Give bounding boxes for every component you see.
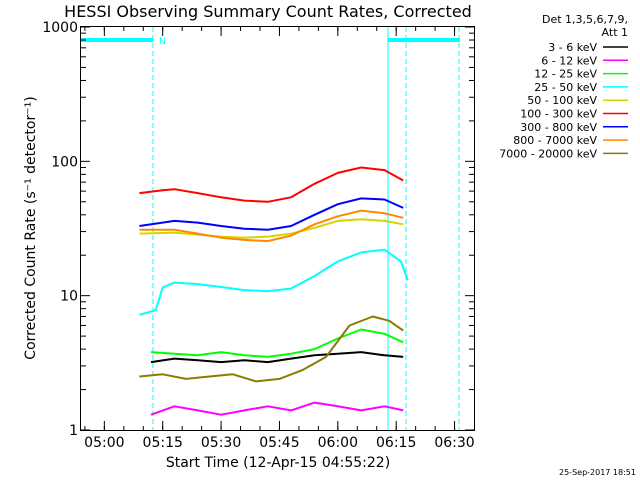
x-tick-label: 05:30 (201, 435, 241, 451)
legend-label: 800 - 7000 keV (513, 134, 597, 147)
series-line (150, 401, 404, 416)
series-line (139, 197, 404, 231)
x-axis-label: Start Time (12-Apr-15 04:55:22) (166, 455, 390, 471)
plot-frame (80, 26, 475, 431)
series-line (139, 248, 409, 316)
y-tick-label: 1 (69, 423, 78, 439)
x-tick-label: 06:00 (318, 435, 358, 451)
y-tick-label: 100 (51, 154, 78, 170)
x-tick-label: 05:00 (84, 435, 124, 451)
axes-layer: 1 10 100 1000 05:00 05:15 05:30 05:45 06:00 06:15… (42, 20, 474, 451)
series-line (139, 315, 404, 383)
legend-label: 12 - 25 keV (534, 68, 597, 81)
annotation-layer: N (81, 27, 460, 430)
legend-label: 50 - 100 keV (527, 94, 597, 107)
y-tick-label: 1000 (42, 20, 78, 36)
timestamp-footer: 25-Sep-2017 18:51 (559, 468, 636, 477)
x-tick-label: 05:15 (143, 435, 183, 451)
legend-label: 6 - 12 keV (541, 54, 597, 67)
y-axis-label: Corrected Count Rate (s⁻¹ detector⁻¹) (23, 96, 39, 359)
x-tick-label: 06:30 (434, 435, 474, 451)
legend-label: 3 - 6 keV (548, 41, 597, 54)
series-line (150, 351, 404, 364)
series-line (150, 328, 404, 358)
legend-header: Det 1,3,5,6,7,9, (542, 13, 628, 26)
series-line (139, 218, 404, 239)
series-layer (139, 166, 409, 416)
legend-label: 7000 - 20000 keV (499, 147, 597, 160)
x-tick-label: 05:45 (259, 435, 299, 451)
legend-label: 25 - 50 keV (534, 81, 597, 94)
series-line (139, 166, 404, 203)
series-line (139, 209, 404, 243)
legend-label: 100 - 300 keV (520, 108, 597, 121)
legend-label: 300 - 800 keV (520, 121, 597, 134)
legend-header: Att 1 (602, 26, 628, 39)
chart-title: HESSI Observing Summary Count Rates, Cor… (64, 2, 472, 21)
y-tick-label: 10 (60, 289, 78, 305)
x-tick-label: 06:15 (376, 435, 416, 451)
n-marker-label: N (159, 37, 166, 47)
